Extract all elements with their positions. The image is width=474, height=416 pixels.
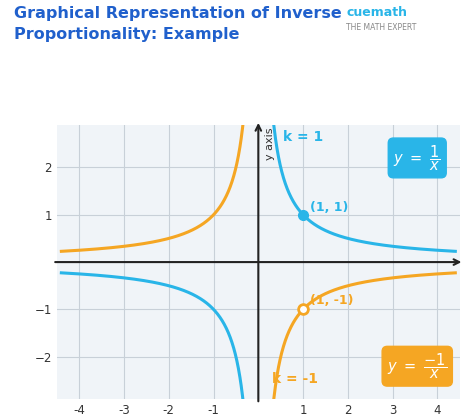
Text: (1, -1): (1, -1) <box>310 294 353 307</box>
Text: k = -1: k = -1 <box>272 372 318 386</box>
Text: cuemath: cuemath <box>346 6 407 19</box>
Text: Proportionality: Example: Proportionality: Example <box>14 27 240 42</box>
Text: Graphical Representation of Inverse: Graphical Representation of Inverse <box>14 6 342 21</box>
Text: (1, 1): (1, 1) <box>310 201 348 214</box>
Text: $y\ =\ \dfrac{-1}{x}$: $y\ =\ \dfrac{-1}{x}$ <box>387 352 447 381</box>
Text: k = 1: k = 1 <box>283 130 323 144</box>
Text: y axis: y axis <box>265 127 275 160</box>
Text: THE MATH EXPERT: THE MATH EXPERT <box>346 23 416 32</box>
Text: $y\ =\ \dfrac{1}{x}$: $y\ =\ \dfrac{1}{x}$ <box>393 143 441 173</box>
